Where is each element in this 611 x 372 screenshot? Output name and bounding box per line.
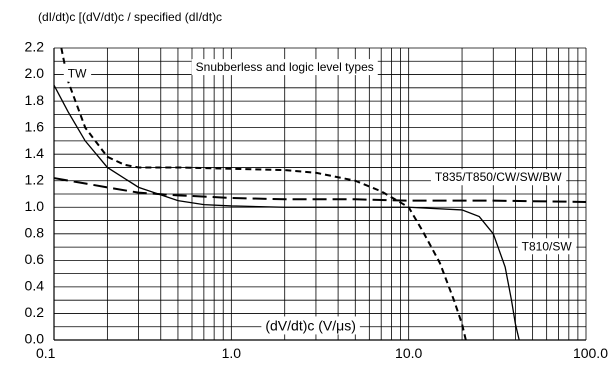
series-annotation: T810/SW [517, 238, 577, 255]
annotations: TW Snubberless and logic level types T835/… [63, 59, 577, 335]
x-axis-label-text: (dV/dt)c (V/μs) [265, 317, 356, 333]
y-tick-label: 0.4 [25, 278, 45, 294]
annotation-text: T835/T850/CW/SW/BW [435, 170, 562, 184]
y-tick-label: 0.0 [25, 331, 45, 347]
x-tick-label: 0.1 [36, 345, 56, 361]
grid [53, 47, 587, 341]
x-tick-label: 10.0 [395, 345, 422, 361]
series-layer [53, 47, 587, 341]
y-tick-label: 0.2 [25, 304, 45, 320]
annotation-background [261, 316, 360, 335]
y-tick-label: 2.2 [25, 39, 45, 55]
annotation-text: T810/SW [522, 239, 573, 253]
axes [53, 48, 586, 341]
y-tick-label: 0.8 [25, 225, 45, 241]
series-line-tw [60, 47, 467, 341]
y-tick-label: 1.4 [25, 145, 45, 161]
annotation-background [63, 65, 92, 82]
annotation-background [191, 59, 378, 76]
x-tick-label: 1.0 [222, 345, 242, 361]
x-tick-label: 100.0 [573, 345, 608, 361]
series-annotation: TW [63, 65, 92, 82]
annotation-text: Snubberless and logic level types [196, 60, 374, 74]
y-tick-label: 2.0 [25, 65, 45, 81]
tick-labels: 0.0 0.2 0.4 0.6 0.8 1.0 1.2 1.4 1.6 1.8 2.0 2.2 0.1 1… [25, 39, 609, 361]
y-tick-label: 1.6 [25, 118, 45, 134]
series-line-t835-t850-cw-sw-bw [53, 177, 587, 203]
series-line-t810-sw [53, 84, 520, 341]
y-tick-label: 1.2 [25, 171, 45, 187]
annotation-text: TW [68, 67, 87, 81]
y-tick-label: 0.6 [25, 251, 45, 267]
annotation-background [517, 238, 577, 255]
y-tick-label: 1.8 [25, 92, 45, 108]
series-annotation: T835/T850/CW/SW/BW [430, 169, 567, 186]
x-axis-label: (dV/dt)c (V/μs) [261, 316, 360, 335]
y-tick-label: 1.0 [25, 198, 45, 214]
series-annotation: Snubberless and logic level types [191, 59, 378, 76]
annotation-background [430, 169, 567, 186]
chart-title: (dI/dt)c [(dV/dt)c / specified (dI/dt)c [38, 10, 222, 24]
